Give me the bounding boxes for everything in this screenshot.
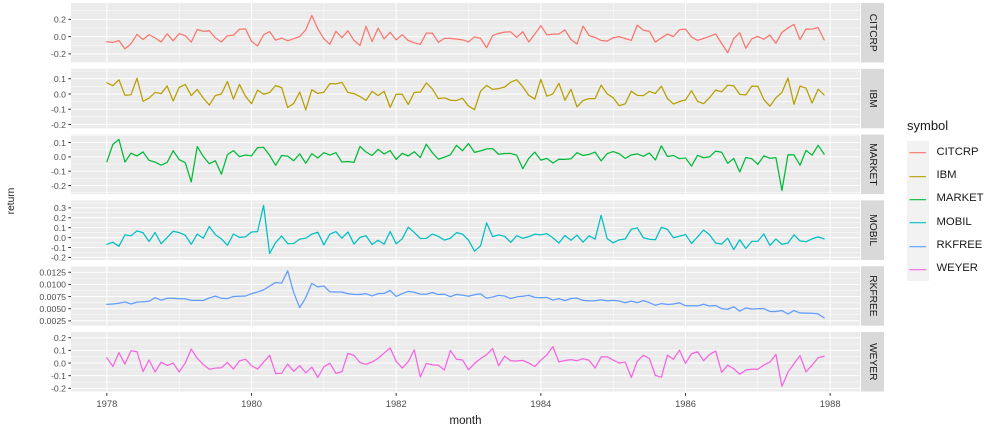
svg-text:1980: 1980 [241, 398, 262, 409]
svg-text:-0.1: -0.1 [51, 243, 66, 253]
svg-text:-0.1: -0.1 [51, 166, 66, 176]
svg-text:1988: 1988 [820, 398, 841, 409]
svg-text:0.1: 0.1 [54, 346, 66, 356]
svg-text:-0.1: -0.1 [51, 371, 66, 381]
svg-text:0.0125: 0.0125 [39, 268, 66, 278]
svg-text:-0.2: -0.2 [51, 253, 66, 263]
svg-text:0.1: 0.1 [54, 74, 66, 84]
svg-text:-0.1: -0.1 [51, 105, 66, 115]
svg-text:0.0: 0.0 [54, 152, 66, 162]
svg-text:1978: 1978 [96, 398, 117, 409]
svg-text:-0.2: -0.2 [51, 49, 66, 59]
svg-text:-0.2: -0.2 [51, 181, 66, 191]
svg-text:0.0: 0.0 [54, 233, 66, 243]
svg-text:MARKET: MARKET [867, 143, 878, 185]
svg-text:-0.2: -0.2 [51, 120, 66, 130]
svg-text:0.2: 0.2 [54, 15, 66, 25]
svg-text:WEYER: WEYER [867, 343, 878, 380]
svg-text:0.0100: 0.0100 [39, 280, 66, 290]
svg-text:0.0075: 0.0075 [39, 292, 66, 302]
svg-text:0.1: 0.1 [54, 138, 66, 148]
svg-text:RKFREE: RKFREE [867, 275, 878, 317]
svg-text:MOBIL: MOBIL [867, 214, 878, 246]
svg-text:0.0: 0.0 [54, 32, 66, 42]
svg-text:CITCRP: CITCRP [867, 14, 878, 52]
svg-text:0.0050: 0.0050 [39, 304, 66, 314]
svg-text:1986: 1986 [675, 398, 696, 409]
svg-text:0.0: 0.0 [54, 89, 66, 99]
svg-text:0.1: 0.1 [54, 223, 66, 233]
svg-text:0.2: 0.2 [54, 213, 66, 223]
svg-text:IBM: IBM [867, 89, 878, 107]
svg-text:0.0: 0.0 [54, 358, 66, 368]
svg-text:0.3: 0.3 [54, 203, 66, 213]
svg-text:1982: 1982 [386, 398, 407, 409]
svg-text:0.0025: 0.0025 [39, 316, 66, 326]
svg-text:1984: 1984 [530, 398, 551, 409]
svg-text:-0.2: -0.2 [51, 384, 66, 394]
svg-text:0.2: 0.2 [54, 333, 66, 343]
